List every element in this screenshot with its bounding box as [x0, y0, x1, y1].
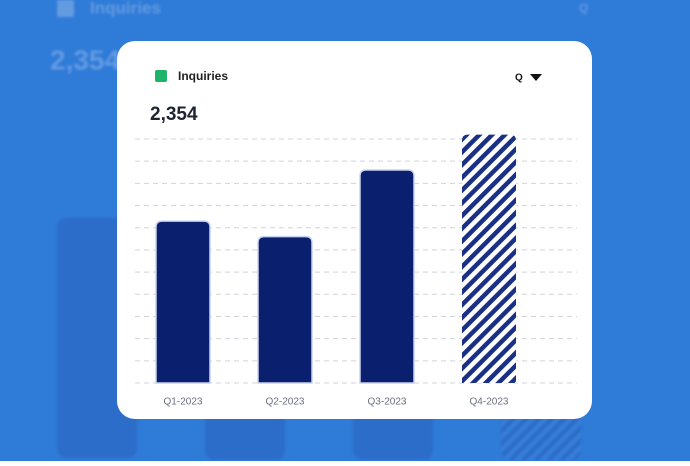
ghost-value: 2,354	[50, 44, 120, 75]
x-tick-label: Q1-2023	[164, 397, 203, 408]
x-tick-label: Q3-2023	[368, 397, 407, 408]
ghost-selector: Q	[579, 1, 588, 15]
dropdown-caret[interactable]	[530, 74, 542, 81]
bar	[257, 235, 313, 384]
bar	[155, 220, 211, 384]
bar	[462, 134, 516, 383]
ghost-legend-swatch	[57, 0, 74, 17]
period-dropdown[interactable]: Q	[515, 73, 542, 84]
total-value: 2,354	[150, 104, 198, 125]
legend-label: Inquiries	[178, 69, 228, 83]
legend-swatch	[155, 70, 167, 82]
bar	[359, 169, 415, 384]
x-tick-label: Q4-2023	[470, 397, 509, 408]
x-tick-label: Q2-2023	[266, 397, 305, 408]
ghost-title: Inquiries	[90, 0, 161, 17]
period-selector[interactable]: Q	[515, 73, 523, 84]
